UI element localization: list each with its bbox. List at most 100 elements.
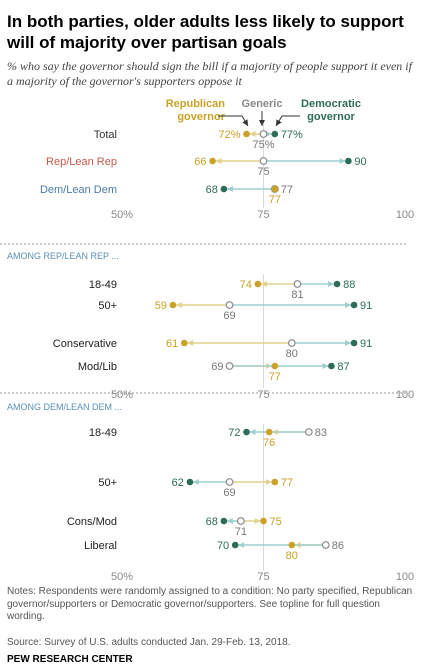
democratic-dot [186,478,194,486]
republican-value-label: 77 [269,194,281,206]
legend-pointer-democratic [275,115,300,127]
row-label: 18-49 [89,427,117,439]
democratic-value-label: 91 [360,338,372,350]
generic-dot [287,339,296,347]
generic-dot [259,157,268,165]
republican-value-label: 77 [281,477,293,489]
republican-value-label: 66 [194,156,206,168]
generic-value-label: 77 [281,184,293,196]
generic-value-label: 71 [235,526,247,538]
republican-dot [260,517,267,525]
republican-value-label: 76 [263,437,275,449]
republican-dot [169,301,177,309]
republican-dot [180,339,188,347]
democratic-dot [243,428,250,436]
x-tick-label: 50% [111,389,133,401]
democratic-value-label: 91 [360,300,372,312]
republican-value-label: 61 [166,338,178,350]
row-label: 50+ [98,477,117,489]
generic-dot [225,478,234,486]
row-label: 18-49 [89,279,117,291]
row-label: Total [94,129,117,141]
x-tick-label: 100 [396,389,414,401]
row-label: Conservative [53,338,117,350]
generic-value-label: 75 [257,166,269,178]
generic-dot [304,428,313,436]
democratic-dot [231,541,239,549]
chart-notes: Notes: Respondents were randomly assigne… [7,586,413,622]
republican-dot [271,185,279,193]
republican-dot [254,280,262,288]
generic-dot [321,541,330,549]
legend-democratic-label-line2: governor [307,111,355,123]
democratic-dot [328,362,335,370]
row-label: Cons/Mod [67,516,117,528]
republican-dot [243,130,250,138]
republican-dot [288,541,296,549]
x-tick-label: 100 [396,209,414,221]
x-tick-label: 75 [257,209,269,221]
row-label: Mod/Lib [78,361,117,373]
republican-dot [265,428,273,436]
generic-value-label: 69 [223,487,235,499]
generic-dot [225,301,234,309]
democratic-dot [271,130,279,138]
section-header: AMONG REP/LEAN REP ... [7,251,119,261]
row-label: Rep/Lean Rep [46,156,117,168]
section-header: AMONG DEM/LEAN DEM ... [7,402,122,412]
generic-dot [225,362,234,370]
x-tick-label: 100 [396,571,414,583]
democratic-value-label: 68 [206,184,218,196]
democratic-value-label: 68 [206,516,218,528]
row-label: Liberal [84,540,117,552]
legend-pointer-republican [218,115,249,127]
row-label: 50+ [98,300,117,312]
generic-value-label: 69 [211,361,223,373]
generic-value-label: 69 [223,310,235,322]
chart-title: In both parties, older adults less likel… [7,12,404,52]
democratic-value-label: 87 [337,361,349,373]
x-tick-label: 75 [257,571,269,583]
republican-dot [271,478,279,486]
generic-value-label: 81 [291,289,303,301]
legend-republican-label: Republican [166,98,226,110]
generic-dot [236,517,245,525]
generic-value-label: 80 [286,348,298,360]
chart-source: Source: Survey of U.S. adults conducted … [7,637,291,648]
republican-value-label: 72% [218,129,240,141]
democratic-dot [220,517,228,525]
democratic-value-label: 88 [343,279,355,291]
org-credit: PEW RESEARCH CENTER [7,654,133,665]
republican-value-label: 80 [286,550,298,562]
x-tick-label: 50% [111,571,133,583]
democratic-dot [333,280,341,288]
democratic-dot [350,339,358,347]
generic-dot [259,130,268,138]
generic-value-label: 75% [252,139,274,151]
democratic-dot [220,185,228,193]
x-tick-label: 50% [111,209,133,221]
legend-democratic-label: Democratic [301,98,361,110]
democratic-value-label: 77% [281,129,303,141]
legend-generic-label: Generic [242,98,283,110]
generic-value-label: 83 [315,427,327,439]
generic-value-label: 86 [332,540,344,552]
x-tick-label: 75 [257,389,269,401]
republican-value-label: 75 [270,516,282,528]
democratic-value-label: 72 [228,427,240,439]
republican-value-label: 74 [240,279,252,291]
generic-dot [293,280,302,288]
democratic-dot [350,301,358,309]
chart-subtitle: % who say the governor should sign the b… [7,59,412,88]
democratic-value-label: 70 [217,540,229,552]
republican-value-label: 77 [269,371,281,383]
legend-republican-label-line2: governor [177,111,225,123]
democratic-value-label: 62 [172,477,184,489]
democratic-dot [345,157,352,165]
republican-dot [209,157,216,165]
republican-value-label: 59 [155,300,167,312]
row-label: Dem/Lean Dem [40,184,117,196]
democratic-value-label: 90 [354,156,366,168]
republican-dot [271,362,279,370]
